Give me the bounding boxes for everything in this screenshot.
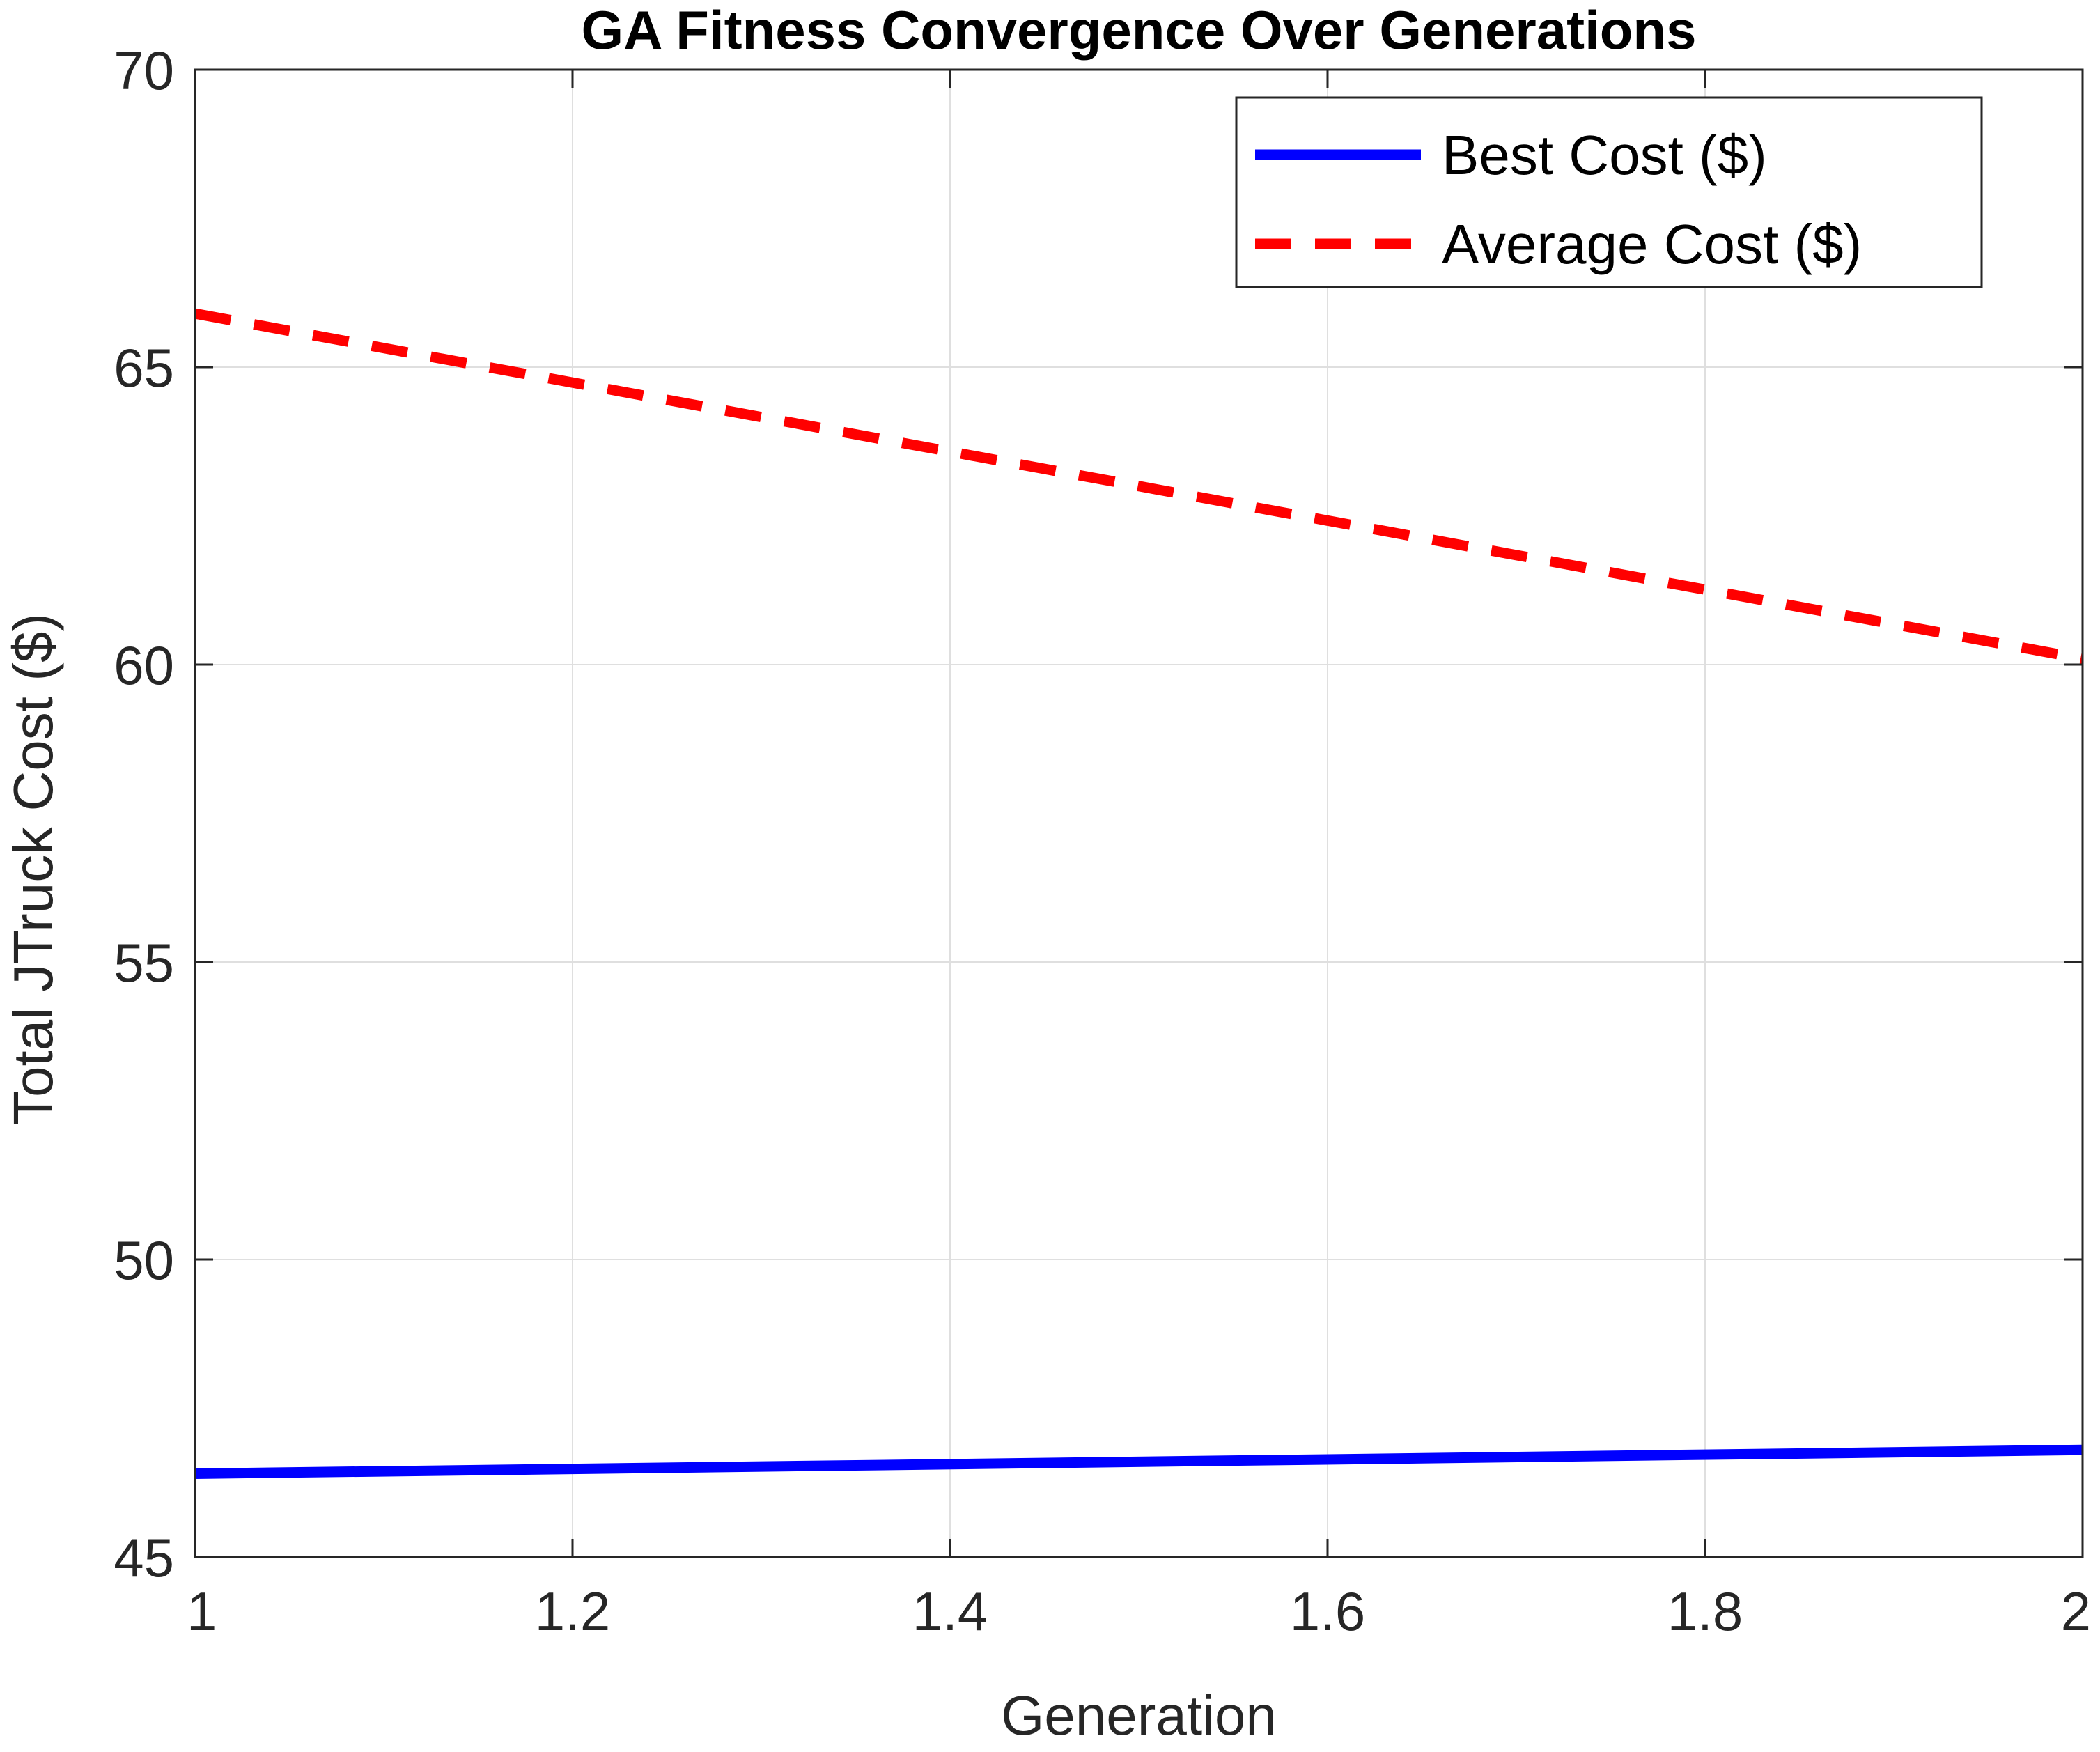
series-line — [194, 1444, 2083, 1479]
x-tick-label: 2 — [2061, 1581, 2091, 1642]
grid — [194, 69, 2083, 1558]
legend-label: Average Cost ($) — [1442, 213, 1862, 275]
chart-title: GA Fitness Convergence Over Generations — [582, 0, 1697, 61]
y-tick-label: 55 — [114, 932, 174, 993]
series-line — [194, 308, 2084, 664]
x-tick-label: 1.4 — [912, 1581, 988, 1642]
plot-area-frame — [194, 68, 2084, 1558]
legend-box — [1235, 96, 1983, 288]
y-tick-label: 50 — [114, 1230, 174, 1291]
x-tick-label: 1.6 — [1290, 1581, 1365, 1642]
ticks: 1 1.2 1.4 1.6 1.8 2 45 50 55 60 65 70 — [114, 40, 2091, 1642]
y-axis-label: Total JTruck Cost ($) — [2, 613, 64, 1125]
legend: Best Cost ($) Average Cost ($) — [1235, 96, 1983, 288]
x-tick-label: 1.8 — [1667, 1581, 1743, 1642]
legend-label: Best Cost ($) — [1442, 124, 1767, 186]
x-tick-label: 1 — [187, 1581, 217, 1642]
x-axis-label: Generation — [1001, 1684, 1277, 1746]
y-tick-label: 70 — [114, 40, 174, 101]
series-layer — [194, 308, 2084, 1479]
y-tick-label: 60 — [114, 635, 174, 696]
labels: GA Fitness Convergence Over Generations … — [2, 0, 1696, 1746]
y-tick-label: 45 — [114, 1527, 174, 1588]
x-tick-label: 1.2 — [535, 1581, 610, 1642]
y-tick-label: 65 — [114, 337, 174, 398]
